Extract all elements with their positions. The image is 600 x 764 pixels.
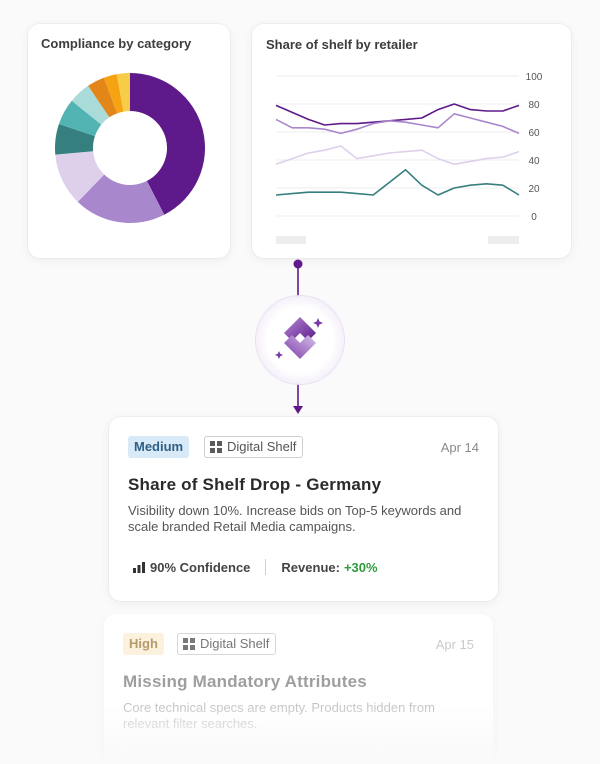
category-tag-label: Digital Shelf <box>200 636 270 651</box>
revenue-label: Revenue: <box>281 559 340 575</box>
compliance-donut-chart <box>55 73 206 223</box>
alert-date: Apr 14 <box>440 440 479 455</box>
y-tick-label: 60 <box>528 128 540 139</box>
alert-title: Share of Shelf Drop - Germany <box>128 475 382 494</box>
y-tick-label: 40 <box>528 156 540 167</box>
alert-meta: 90% Confidence Revenue: +30% <box>133 559 378 575</box>
share-of-shelf-line-chart: 100 80 60 40 20 0 <box>275 72 543 244</box>
alert-date: Apr 15 <box>435 637 474 652</box>
grid-icon <box>183 638 195 650</box>
ai-engine-orb <box>256 296 344 384</box>
y-tick-label: 80 <box>528 100 540 111</box>
series-line <box>275 113 520 135</box>
severity-badge: High <box>123 633 164 655</box>
severity-badge: Medium <box>128 436 190 458</box>
category-tag-label: Digital Shelf <box>227 439 297 454</box>
alert-title: Missing Mandatory Attributes <box>123 672 367 691</box>
donut-slice <box>88 77 118 118</box>
donut-slice <box>58 100 102 137</box>
donut-slice <box>71 85 110 125</box>
confidence-label: 90% Confidence <box>150 559 251 575</box>
compliance-by-category-card: Compliance by category <box>28 24 230 258</box>
category-tag: Digital Shelf <box>204 436 304 458</box>
series-line <box>275 145 520 165</box>
series-line <box>275 103 520 126</box>
grid-icon <box>210 441 222 453</box>
compliance-card-title: Compliance by category <box>41 36 192 51</box>
donut-slice <box>77 174 165 223</box>
bar-chart-icon <box>133 561 145 573</box>
alert-card[interactable]: Medium Digital Shelf Apr 14 Share of She… <box>109 417 498 601</box>
x-axis-placeholder-left <box>276 236 306 244</box>
alert-description: Core technical specs are empty. Products… <box>123 700 435 731</box>
share-card-title: Share of shelf by retailer <box>266 37 418 52</box>
category-tag: Digital Shelf <box>177 633 277 655</box>
share-of-shelf-card: Share of shelf by retailer 100 80 60 40 20 0 <box>252 24 571 258</box>
donut-slice <box>55 151 105 202</box>
connector-arrow-icon <box>293 406 303 414</box>
donut-slice <box>55 123 95 155</box>
y-tick-label: 100 <box>526 72 543 83</box>
donut-slice <box>116 73 130 112</box>
alert-card[interactable]: High Digital Shelf Apr 15 Missing Mandat… <box>104 614 493 764</box>
series-line <box>275 169 520 196</box>
donut-slice <box>130 73 206 215</box>
y-tick-label: 20 <box>528 184 540 195</box>
y-tick-label: 0 <box>531 212 537 223</box>
revenue-value: +30% <box>343 559 378 575</box>
donut-slice <box>103 74 124 114</box>
alert-description: Visibility down 10%. Increase bids on To… <box>128 503 462 534</box>
meta-divider <box>265 559 267 575</box>
ai-sparkle-logo-icon <box>275 317 323 359</box>
x-axis-placeholder-right <box>488 236 519 244</box>
